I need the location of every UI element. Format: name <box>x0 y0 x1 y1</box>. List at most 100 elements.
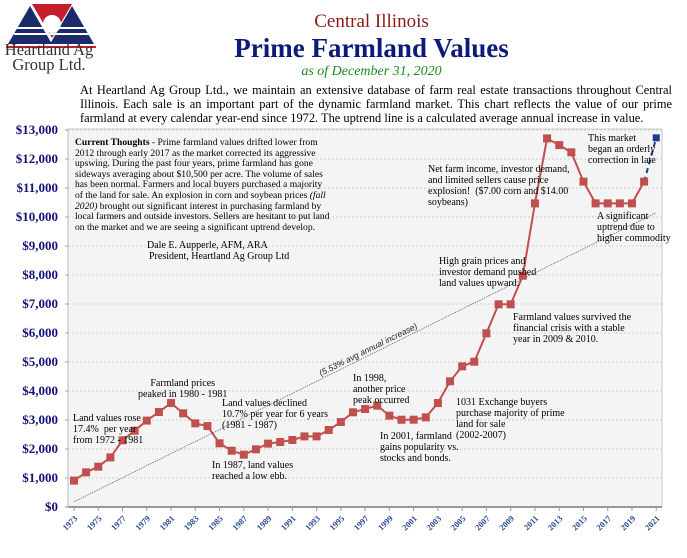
x-tick-label: 1975 <box>85 513 104 532</box>
annotation-net-farm-income: Net farm income, investor demand, and li… <box>428 164 570 208</box>
logo-line-2: Group Ltd. <box>12 55 86 74</box>
logo-text: Heartland Ag Group Ltd. <box>4 40 94 74</box>
data-point <box>227 446 236 455</box>
x-tick-label: 1977 <box>109 513 129 533</box>
data-point <box>555 141 564 150</box>
x-tick-label: 1973 <box>60 513 79 532</box>
annotation-1987: In 1987, land values reached a low ebb. <box>212 460 294 482</box>
y-tick-label: $6,000 <box>22 325 58 340</box>
x-tick-label: 2021 <box>643 513 662 532</box>
data-point <box>373 401 382 410</box>
data-point <box>579 177 588 186</box>
data-point <box>482 329 491 338</box>
current-thoughts-text: - Prime farmland values drifted lower fr… <box>75 137 323 201</box>
data-point <box>470 357 479 366</box>
subtitle: Central Illinois <box>314 11 429 32</box>
data-point <box>276 438 285 447</box>
x-tick-label: 2005 <box>448 513 467 532</box>
y-tick-label: $1,000 <box>22 470 58 485</box>
data-point <box>494 300 503 309</box>
y-tick-label: $7,000 <box>22 296 58 311</box>
intro-paragraph: At Heartland Ag Group Ltd., we maintain … <box>80 83 672 125</box>
annotation-peak-1981: Farmland prices peaked in 1980 - 1981 <box>138 378 228 400</box>
data-point <box>251 445 260 454</box>
current-thoughts-text-2: brought out significant interest in purc… <box>75 200 330 233</box>
data-point <box>385 411 394 420</box>
y-tick-label: $11,000 <box>16 180 58 195</box>
annotation-1031: 1031 Exchange buyers purchase majority o… <box>456 397 565 441</box>
data-point <box>615 199 624 208</box>
annotation-correction: This market began an orderly correction … <box>588 133 656 166</box>
data-point <box>627 199 636 208</box>
y-tick-label: $2,000 <box>22 441 58 456</box>
data-point <box>82 468 91 477</box>
x-tick-label: 2001 <box>400 513 419 532</box>
logo-line-1: Heartland Ag <box>4 40 94 59</box>
data-point <box>106 453 115 462</box>
data-point <box>543 134 552 143</box>
data-point <box>348 408 357 417</box>
x-tick-label: 2019 <box>618 513 637 532</box>
x-tick-label: 1979 <box>133 513 152 532</box>
data-point <box>239 450 248 459</box>
x-tick-label: 1999 <box>376 513 395 532</box>
data-point <box>312 432 321 441</box>
projected-point <box>652 134 660 142</box>
signature-name: Dale E. Aupperle, AFM, ARA <box>147 240 268 251</box>
data-point <box>361 404 370 413</box>
x-tick-label: 2011 <box>522 513 541 532</box>
data-point <box>94 462 103 471</box>
x-tick-label: 1995 <box>327 513 346 532</box>
y-tick-label: $0 <box>45 499 58 514</box>
data-point <box>518 271 527 280</box>
y-tick-label: $13,000 <box>16 122 58 137</box>
data-point <box>446 377 455 386</box>
uptrend-line <box>73 212 657 503</box>
data-point <box>130 426 139 435</box>
data-point <box>288 436 297 445</box>
data-point <box>324 426 333 435</box>
x-tick-label: 1989 <box>254 513 273 532</box>
projected-line <box>643 137 658 182</box>
signature-title: President, Heartland Ag Group Ltd <box>149 251 290 262</box>
data-point <box>603 199 612 208</box>
annotation-2001: In 2001, farmland gains popularity vs. s… <box>380 431 459 464</box>
x-tick-label: 2017 <box>594 513 614 533</box>
x-tick-label: 1991 <box>279 513 298 532</box>
data-point <box>506 300 515 309</box>
logo-icon <box>6 4 96 48</box>
data-point <box>640 177 649 186</box>
data-point <box>118 436 127 445</box>
data-point <box>142 416 151 425</box>
data-point <box>567 148 576 157</box>
as-of-date: as of December 31, 2020 <box>301 64 442 79</box>
data-point <box>70 476 78 485</box>
data-point <box>336 418 345 427</box>
data-point <box>191 419 200 428</box>
data-point <box>167 399 176 408</box>
x-tick-label: 1987 <box>230 513 250 533</box>
x-tick-label: 2003 <box>424 513 443 532</box>
data-point <box>264 439 273 448</box>
data-point <box>409 415 418 424</box>
annotation-uptrend: A significant uptrend due to higher comm… <box>597 211 671 244</box>
x-tick-label: 2015 <box>570 513 589 532</box>
current-thoughts: Current Thoughts - Prime farmland values… <box>75 137 330 233</box>
y-tick-label: $4,000 <box>22 383 58 398</box>
x-tick-label: 2013 <box>546 513 565 532</box>
data-point <box>591 199 600 208</box>
data-point <box>433 399 442 408</box>
x-tick-label: 1983 <box>182 513 201 532</box>
y-tick-label: $12,000 <box>16 151 58 166</box>
data-point <box>530 199 539 208</box>
current-thoughts-heading: Current Thoughts <box>75 137 150 148</box>
plot-area <box>67 128 663 508</box>
annotation-1972-1981: Land values rose 17.4% per year from 197… <box>73 413 144 446</box>
x-tick-label: 1997 <box>351 513 371 533</box>
data-point <box>397 415 406 424</box>
x-tick-label: 2009 <box>497 513 516 532</box>
data-point <box>179 409 188 418</box>
data-point <box>421 413 430 422</box>
x-tick-label: 1993 <box>303 513 322 532</box>
